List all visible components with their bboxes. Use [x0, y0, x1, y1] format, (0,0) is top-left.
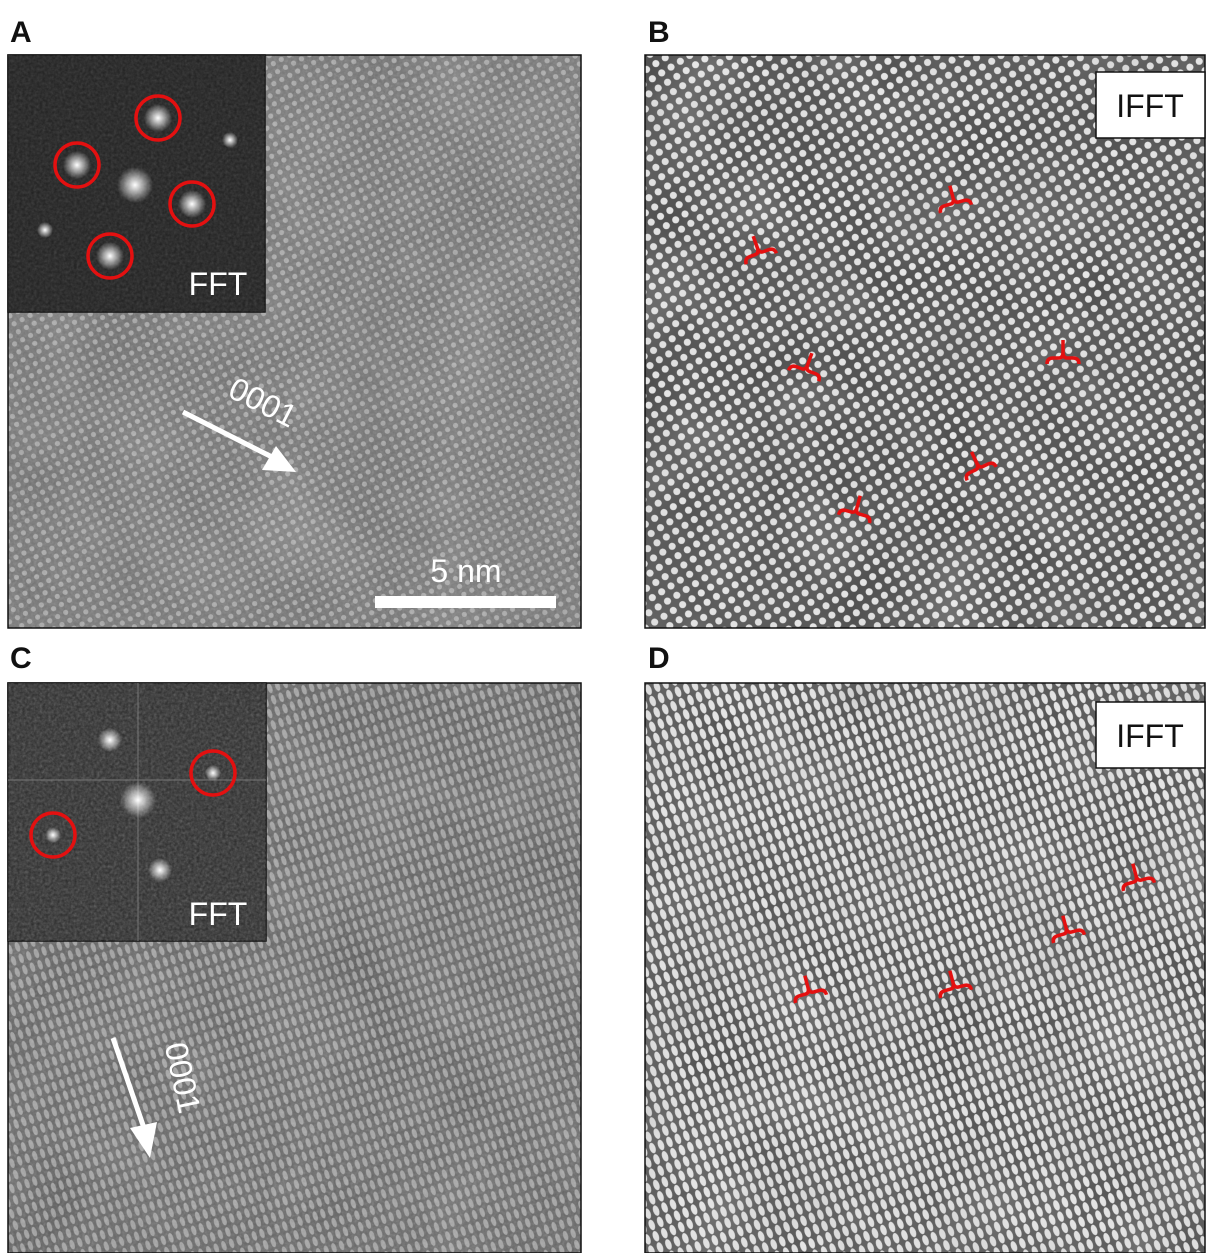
figure: A B C D FFT 0001 5 nm IFFT — [0, 0, 1207, 1253]
panel-label: C — [10, 642, 32, 675]
inset-label: FFT — [189, 266, 248, 302]
inset-label: FFT — [189, 896, 248, 932]
panel-b: IFFT — [645, 55, 1205, 628]
fft-inset: FFT — [8, 683, 266, 941]
fft-inset: FFT — [8, 55, 265, 312]
inset-label: IFFT — [1116, 718, 1184, 754]
panel-d: IFFT — [645, 683, 1205, 1253]
panel-label: D — [648, 642, 670, 675]
panel-c: FFT 0001 — [8, 683, 581, 1253]
inset-label: IFFT — [1116, 88, 1184, 124]
scale-bar-label: 5 nm — [430, 553, 501, 589]
panel-a: FFT 0001 5 nm — [8, 55, 581, 628]
panel-label: B — [648, 16, 670, 49]
panel-label: A — [10, 16, 32, 49]
